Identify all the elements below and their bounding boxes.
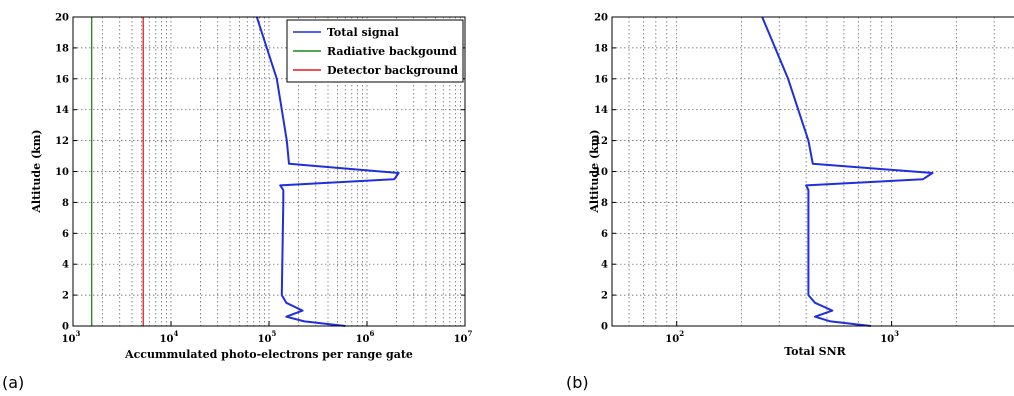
series-line-snr — [761, 16, 934, 327]
series-line-total-signal — [255, 16, 400, 327]
x-tick-label: 103 — [62, 329, 81, 345]
series-a — [91, 16, 400, 327]
y-axis-label-b: Altitude (km) — [588, 129, 601, 213]
x-tick-label: 107 — [454, 329, 473, 345]
y-tick-label: 20 — [55, 13, 69, 24]
x-tick-label: 102 — [665, 329, 684, 345]
y-tick-label: 2 — [62, 291, 69, 302]
chart-panel-b: 0 2 4 6 8 10 12 14 16 18 20 102 103 Total SNR Altitu… — [566, 13, 1014, 392]
y-tick-label: 2 — [601, 291, 608, 302]
y-tick-label: 6 — [601, 229, 608, 240]
y-axis-label-a: Altitude (km) — [30, 129, 43, 213]
y-tick-label: 16 — [55, 74, 69, 85]
chart-panel-a: 0 2 4 6 8 10 12 14 16 18 20 103 104 105 106 107 Accummu… — [2, 13, 473, 393]
y-tick-label: 6 — [62, 229, 69, 240]
y-tick-label: 18 — [594, 43, 608, 54]
panel-label-b: (b) — [566, 373, 589, 392]
x-tick-label: 103 — [880, 329, 899, 345]
grid-b — [612, 17, 1014, 326]
y-tick-label: 14 — [55, 105, 69, 116]
series-b — [761, 16, 934, 327]
y-tick-label: 8 — [601, 198, 608, 209]
y-tick-label: 20 — [594, 13, 608, 24]
y-tick-label: 12 — [55, 136, 69, 147]
y-tick-label: 4 — [601, 260, 608, 271]
x-axis-label-a: Accummulated photo-electrons per range g… — [124, 348, 413, 361]
legend-entry: Radiative backgound — [327, 45, 457, 58]
legend-a: Total signal Radiative backgound Detector … — [286, 19, 464, 83]
x-tick-label: 106 — [356, 329, 375, 345]
y-tick-label: 10 — [55, 167, 69, 178]
y-tick-label: 16 — [594, 74, 608, 85]
grid-a — [73, 17, 465, 326]
y-tick-label: 18 — [55, 43, 69, 54]
legend-entry: Detector background — [327, 64, 458, 77]
y-tick-label: 10 — [594, 167, 608, 178]
x-axis-label-b: Total SNR — [784, 345, 846, 358]
legend-entry: Total signal — [327, 26, 399, 39]
y-tick-label: 0 — [62, 322, 69, 333]
x-tick-label: 105 — [258, 329, 277, 345]
y-tick-label: 8 — [62, 198, 69, 209]
ticks-a: 0 2 4 6 8 10 12 14 16 18 20 103 104 105 106 107 — [55, 13, 472, 346]
y-tick-label: 12 — [594, 136, 608, 147]
panel-label-a: (a) — [2, 373, 24, 392]
y-tick-label: 0 — [601, 322, 608, 333]
y-tick-label: 14 — [594, 105, 608, 116]
ticks-b: 0 2 4 6 8 10 12 14 16 18 20 102 103 — [594, 13, 899, 346]
x-tick-label: 104 — [160, 329, 179, 345]
y-tick-label: 4 — [62, 260, 69, 271]
